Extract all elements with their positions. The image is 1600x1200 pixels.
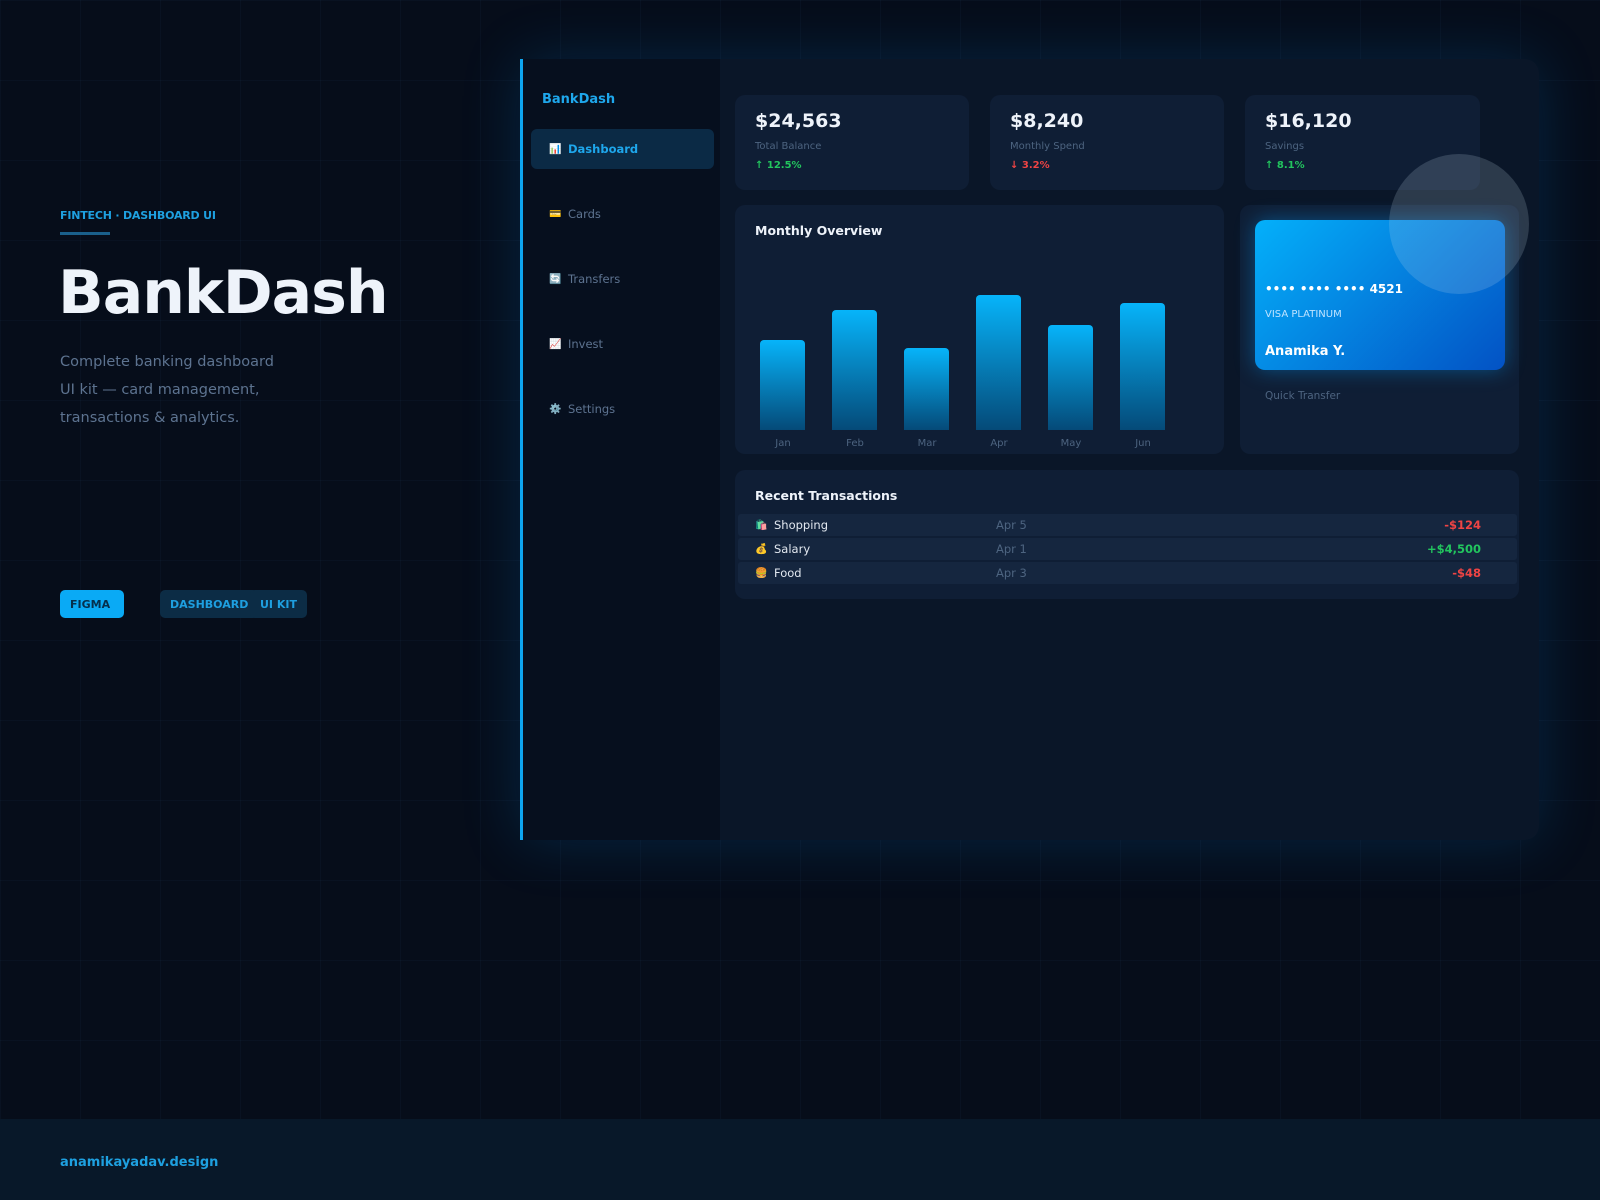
transaction-amount: -$124 [1444,518,1481,532]
app-logo: BankDash [542,92,616,107]
table-row[interactable]: 💰 Salary Apr 1 +$4,500 [738,538,1517,560]
x-tick-label: Jan [775,438,791,449]
transaction-name: Food [774,566,802,580]
gear-icon: ⚙️ [549,403,562,415]
recent-transactions: Recent Transactions 🛍️ Shopping Apr 5 -$124… [735,470,1519,599]
sidebar: BankDash 📊 Dashboard 💳 Cards 🔄 Transfers 📈 I… [520,59,720,840]
x-tick-label: Feb [846,438,864,449]
card-number: •••• •••• •••• 4521 [1265,282,1403,296]
sidebar-item-dashboard[interactable]: 📊 Dashboard [531,129,714,169]
glass-circle-decoration [1389,154,1529,294]
table-row[interactable]: 🍔 Food Apr 3 -$48 [738,562,1517,584]
dashboard-preview: BankDash 📊 Dashboard 💳 Cards 🔄 Transfers 📈 I… [520,59,1539,840]
nav-label: Dashboard [568,142,639,156]
x-tick-label: Mar [917,438,937,449]
chart-icon: 📊 [549,143,562,155]
hero-description: Complete banking dashboard UI kit — card… [60,354,274,426]
quick-transfer-label[interactable]: Quick Transfer [1265,390,1341,402]
sidebar-item-invest[interactable]: 📈 Invest [531,324,714,364]
stat-change: ↑ 8.1% [1265,160,1305,171]
x-tick-label: May [1060,438,1082,449]
card-holder: Anamika Y. [1265,344,1346,359]
stat-value: $24,563 [755,110,842,132]
card-panel: •••• •••• •••• 4521 VISA PLATINUM Anamik… [1240,205,1519,454]
bar-jun [1120,302,1165,430]
money-bag-icon: 💰 [755,543,768,555]
sidebar-item-settings[interactable]: ⚙️ Settings [531,389,714,429]
tag-figma[interactable]: FIGMA [60,590,124,618]
bar-jan [760,340,805,430]
eyebrow-underline [60,232,110,235]
nav-label: Cards [568,207,601,221]
transactions-title: Recent Transactions [755,488,898,503]
card-type: VISA PLATINUM [1265,309,1342,320]
sidebar-item-cards[interactable]: 💳 Cards [531,194,714,234]
stat-change: ↓ 3.2% [1010,160,1050,171]
transaction-date: Apr 1 [996,542,1027,556]
transaction-date: Apr 5 [996,518,1027,532]
stat-label: Savings [1265,141,1305,152]
credit-card-icon: 💳 [549,208,562,220]
transaction-amount: +$4,500 [1426,542,1481,556]
stat-monthly-spend: $8,240 Monthly Spend ↓ 3.2% [990,95,1224,190]
burger-icon: 🍔 [755,567,768,579]
transaction-name: Shopping [774,518,829,532]
stat-label: Total Balance [755,141,822,152]
x-tick-label: Jun [1135,438,1151,449]
table-row[interactable]: 🛍️ Shopping Apr 5 -$124 [738,514,1517,536]
bar-feb [832,310,877,430]
chart-title: Monthly Overview [755,223,883,238]
credit-card[interactable]: •••• •••• •••• 4521 VISA PLATINUM Anamik… [1255,220,1505,370]
trend-icon: 📈 [549,338,562,350]
stat-total-balance: $24,563 Total Balance ↑ 12.5% [735,95,969,190]
shopping-bag-icon: 🛍️ [755,519,768,531]
tag-dashboard[interactable]: DASHBOARD [160,590,259,618]
stat-value: $16,120 [1265,110,1352,132]
sidebar-item-transfers[interactable]: 🔄 Transfers [531,259,714,299]
bar-mar [904,347,949,430]
stat-label: Monthly Spend [1010,141,1085,152]
hero-title: BankDash [58,258,389,328]
stat-value: $8,240 [1010,110,1084,132]
transfer-icon: 🔄 [549,273,562,285]
transaction-name: Salary [774,542,811,556]
bar-may [1048,325,1093,430]
footer-site-link[interactable]: anamikayadav.design [60,1155,219,1170]
tag-ui-kit[interactable]: UI KIT [250,590,307,618]
stat-savings: $16,120 Savings ↑ 8.1% [1245,95,1480,190]
x-tick-label: Apr [990,438,1008,449]
transaction-amount: -$48 [1452,566,1481,580]
monthly-overview-chart: Monthly Overview Jan Feb Mar Apr May Jun [735,205,1224,454]
nav-label: Transfers [568,272,621,286]
nav-label: Invest [568,337,604,351]
bar-apr [976,295,1021,430]
stat-change: ↑ 12.5% [755,160,802,171]
eyebrow: FINTECH · DASHBOARD UI [60,209,216,222]
footer: anamikayadav.design [0,1119,1600,1200]
nav-label: Settings [568,402,616,416]
transaction-date: Apr 3 [996,566,1027,580]
